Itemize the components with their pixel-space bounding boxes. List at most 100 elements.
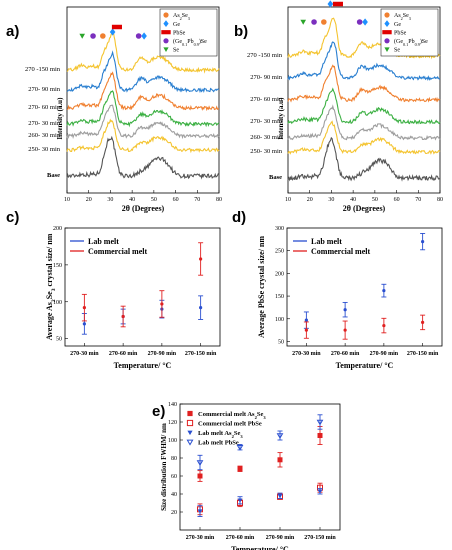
y-tick-label: 140	[168, 402, 177, 408]
legend-marker	[384, 38, 390, 44]
legend-marker	[161, 30, 171, 35]
legend-marker	[187, 410, 193, 417]
panel-label: c)	[6, 209, 19, 226]
x-axis-title: Temperature/ °C	[114, 361, 172, 370]
y-tick-label: 40	[171, 492, 177, 498]
peak-marker	[356, 19, 363, 25]
trace-label: Base	[269, 174, 282, 181]
legend-marker	[163, 12, 169, 18]
data-point	[343, 308, 347, 312]
y-tick-label: 50	[56, 337, 62, 343]
x-tick-label: 270-60 min	[226, 535, 255, 541]
legend-marker	[384, 20, 390, 27]
peak-marker	[311, 19, 317, 25]
y-tick-label: 80	[171, 456, 177, 462]
peak-marker	[79, 33, 85, 39]
xrd-trace	[66, 71, 220, 112]
y-tick-label: 200	[275, 271, 284, 277]
y-tick-label: 150	[53, 263, 62, 269]
data-point	[304, 318, 308, 322]
x-tick-label: 270-90 min	[148, 351, 177, 357]
data-point	[82, 322, 86, 326]
data-point	[82, 306, 86, 310]
data-point	[421, 320, 425, 324]
data-point	[276, 433, 284, 439]
x-tick-label: 40	[350, 197, 356, 203]
y-tick-label: 120	[168, 420, 177, 426]
legend-box	[159, 8, 218, 57]
y-tick-label: 100	[53, 300, 62, 306]
peak-marker	[90, 33, 96, 39]
y-axis-title: Average As2Se3 crystal size/ nm	[45, 233, 57, 340]
data-point	[421, 240, 425, 244]
x-tick-label: 30	[107, 197, 113, 203]
y-tick-label: 300	[275, 226, 284, 232]
y-axis-title: Size distribution FWHM/ nm	[160, 423, 168, 511]
peak-marker	[109, 28, 116, 36]
x-axis-title: Temperature/ °C	[336, 361, 394, 370]
y-axis-title: Intensity (a.u)	[277, 97, 285, 140]
data-point	[160, 302, 164, 306]
xrd-panel-b: b) 10 20 30 40 50 60 70 80 2θ (Degrees) Intensity …	[234, 0, 443, 213]
legend-marker	[382, 30, 392, 35]
x-tick-label: 60	[394, 197, 400, 203]
legend-label: Lab melt	[88, 237, 119, 246]
trace-label: 270 -150 min	[25, 66, 61, 73]
legend-label: Ge	[173, 22, 180, 28]
x-tick-label: 60	[173, 197, 179, 203]
data-point	[197, 509, 203, 514]
legend-label: Commercial melt	[311, 247, 370, 256]
trace-label: 250- 30 min	[250, 148, 283, 155]
xrd-panel-a: a) 10 20 30 40 50 60 70 80 2θ (Degrees) Intensity …	[6, 6, 222, 213]
legend-label: Lab melt As2Se3	[198, 430, 243, 439]
data-point	[197, 473, 203, 479]
legend-label: Ge	[394, 22, 401, 28]
x-tick-label: 270-30 min	[186, 535, 215, 541]
data-point	[199, 306, 203, 310]
xrd-trace	[66, 118, 220, 154]
x-tick-label: 270-150 min	[304, 535, 336, 541]
xrd-trace	[287, 104, 441, 141]
peak-marker	[100, 33, 106, 39]
panel-label: a)	[6, 23, 19, 40]
legend-label: (Ge0.1Pb0.9)Se	[394, 38, 428, 47]
x-tick-label: 270-30 min	[292, 351, 321, 357]
peak-marker	[321, 19, 327, 25]
plot-frame	[286, 227, 443, 347]
data-point	[237, 498, 243, 503]
y-tick-label: 50	[278, 339, 284, 345]
plot-frame	[179, 403, 341, 531]
scatter-panel-d: d) 50 100 150 200 250 300 270-30 min 270-60 min 2…	[232, 209, 443, 370]
trace-label: 270- 90 min	[250, 74, 283, 81]
peak-marker	[300, 19, 306, 25]
y-axis-title: Average PbSe crystal size/ nm	[257, 236, 266, 338]
data-point	[236, 444, 244, 451]
legend-label: As2Se3	[173, 13, 190, 21]
x-axis-title: 2θ (Degrees)	[122, 204, 165, 213]
x-tick-label: 270-150 min	[185, 351, 217, 357]
panel-label: e)	[152, 403, 165, 420]
data-point	[382, 323, 386, 328]
x-tick-label: 40	[129, 197, 135, 203]
x-tick-label: 70	[415, 197, 421, 203]
xrd-trace	[287, 41, 441, 82]
legend-label: Commercial melt PbSe	[198, 421, 262, 428]
trace-label: 270- 30 min	[28, 120, 61, 127]
x-tick-label: 270-90 min	[266, 535, 295, 541]
legend-label: Lab melt	[311, 237, 342, 246]
legend-label: PbSe	[394, 30, 407, 36]
panel-label: d)	[232, 209, 246, 226]
data-point	[277, 457, 283, 463]
x-tick-label: 20	[307, 197, 313, 203]
trace-label: 250- 30 min	[28, 146, 61, 153]
x-axis-title: 2θ (Degrees)	[343, 204, 386, 213]
xrd-trace	[66, 104, 220, 140]
legend-marker	[384, 47, 390, 52]
data-point	[277, 494, 283, 499]
legend-marker	[187, 430, 193, 436]
y-tick-label: 20	[171, 510, 177, 516]
trace-label: 270- 60 min	[28, 104, 61, 111]
peak-marker	[362, 18, 368, 26]
y-tick-label: 150	[275, 294, 284, 300]
plot-frame	[66, 6, 220, 194]
